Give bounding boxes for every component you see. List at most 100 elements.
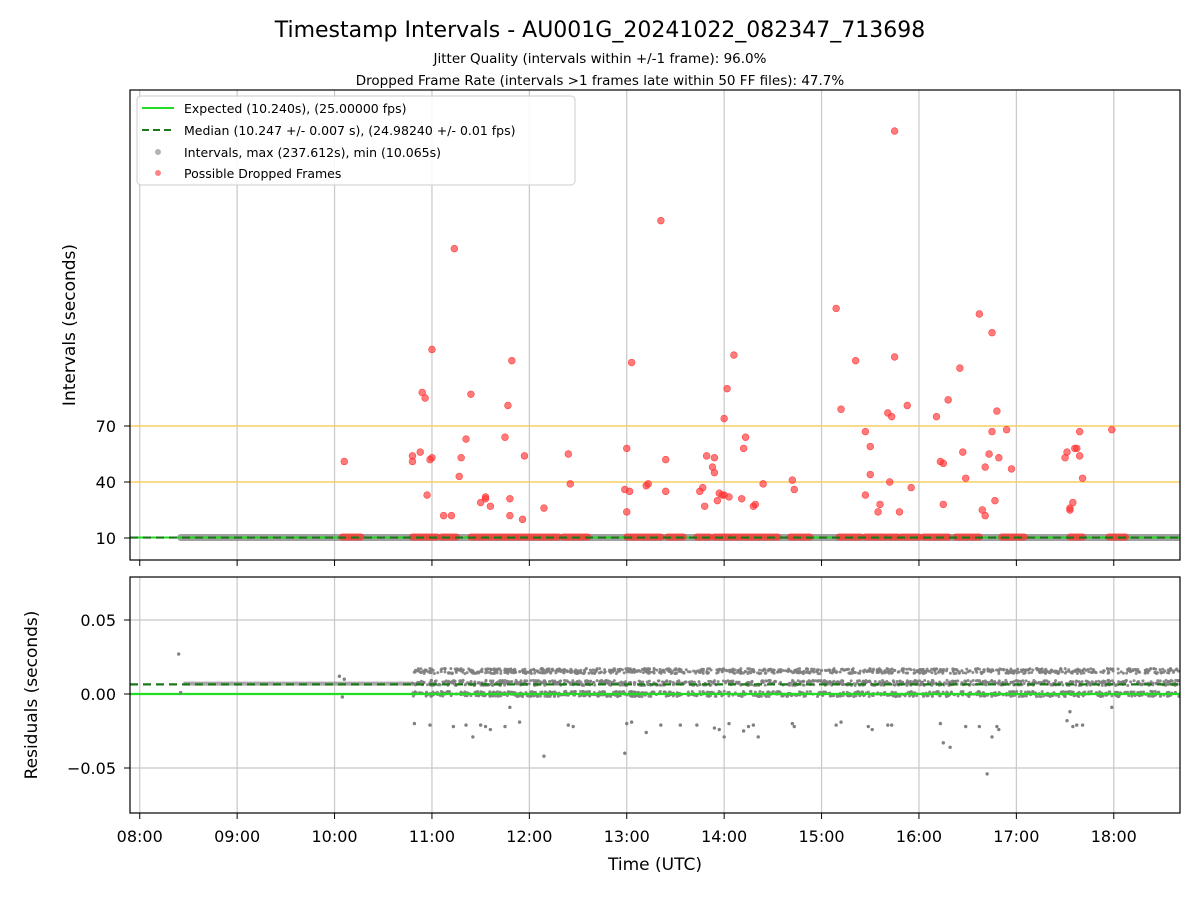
residual-point <box>646 683 650 687</box>
residual-point <box>833 669 837 673</box>
residual-point <box>589 679 593 683</box>
residual-point <box>1006 670 1010 674</box>
residual-point <box>717 668 721 672</box>
residual-point <box>795 671 799 675</box>
residual-point <box>632 668 636 672</box>
residual-point <box>868 669 872 673</box>
residual-point <box>998 667 1002 671</box>
residual-point <box>590 671 594 675</box>
residual-outlier-point <box>629 720 634 724</box>
residual-point <box>480 667 484 671</box>
residual-point <box>828 680 832 684</box>
residual-point <box>1094 671 1098 675</box>
residual-point <box>461 670 465 674</box>
dropped-frame-point <box>739 444 748 453</box>
residual-point <box>434 679 438 683</box>
dropped-frame-point <box>481 493 490 501</box>
dropped-frame-point <box>861 427 870 436</box>
dropped-frame-point <box>790 485 798 494</box>
residual-point <box>599 670 603 674</box>
residual-point <box>808 680 812 684</box>
x-tick-label: 18:00 <box>1091 827 1137 846</box>
residual-point <box>506 671 510 675</box>
residual-point <box>733 671 737 675</box>
residuals-plot <box>130 652 1180 776</box>
residual-point <box>997 669 1001 673</box>
residual-outlier-point <box>746 724 751 729</box>
residual-point <box>713 694 717 698</box>
residual-point <box>740 670 744 674</box>
residual-point <box>514 678 518 682</box>
residual-point <box>849 679 853 683</box>
residual-point <box>1151 694 1155 698</box>
residual-point <box>727 694 731 698</box>
residual-point <box>709 679 713 683</box>
dropped-frame-point <box>421 394 429 402</box>
bottom-y-tick-label: −0.05 <box>67 759 116 778</box>
residual-point <box>831 668 835 672</box>
residual-point <box>1015 671 1019 675</box>
residual-point <box>480 670 484 674</box>
residual-point <box>853 671 857 675</box>
residual-point <box>867 694 871 698</box>
residual-point <box>1012 680 1016 684</box>
residual-point <box>511 668 515 672</box>
residual-point <box>485 667 489 671</box>
residual-point <box>906 671 910 675</box>
residual-point <box>1063 694 1067 698</box>
residual-point <box>1090 670 1094 674</box>
residual-point <box>991 668 995 672</box>
x-tick-label: 15:00 <box>799 827 845 846</box>
residual-point <box>587 671 591 675</box>
residual-point <box>1158 679 1162 683</box>
residual-point <box>725 669 729 673</box>
residual-point <box>1090 680 1094 684</box>
residual-point <box>802 683 806 687</box>
residual-point <box>443 667 447 671</box>
residual-point <box>971 670 975 674</box>
intervals-axes-frame <box>129 89 1181 561</box>
residual-point <box>777 668 781 672</box>
dropped-frame-point <box>564 450 573 458</box>
residual-point <box>430 667 434 671</box>
residual-point <box>1125 671 1129 675</box>
residual-outlier-point <box>985 772 989 776</box>
residual-point <box>617 669 621 673</box>
residual-point <box>436 671 440 675</box>
residual-point <box>637 694 641 698</box>
residual-point <box>1131 669 1135 673</box>
dropped-frame-point <box>886 478 894 486</box>
dropped-frame-point <box>985 450 993 458</box>
residual-point <box>838 670 842 674</box>
intervals-plot <box>130 127 1180 542</box>
residual-outlier-point <box>866 724 871 729</box>
residual-point <box>805 690 809 694</box>
residual-point <box>813 679 817 683</box>
residual-point <box>819 669 823 673</box>
residual-point <box>946 694 950 698</box>
dropped-frame-point <box>975 310 984 318</box>
residual-point <box>1119 670 1123 674</box>
residual-point <box>1041 670 1045 674</box>
residual-point <box>539 680 543 684</box>
residual-outlier-point <box>483 724 488 729</box>
residual-point <box>425 683 429 687</box>
residual-point <box>980 672 984 676</box>
residual-point <box>878 668 882 672</box>
residual-point <box>739 667 743 671</box>
residual-point <box>995 668 999 672</box>
dropped-frame-point <box>476 498 485 507</box>
residual-point <box>791 671 795 675</box>
residual-outlier-point <box>428 723 432 727</box>
residual-outlier-point <box>412 721 417 726</box>
residual-outlier-point <box>488 727 493 732</box>
residual-point <box>504 681 508 685</box>
dropped-frame-point <box>702 452 711 460</box>
residual-point <box>828 668 832 672</box>
residual-point <box>559 679 563 683</box>
dropped-frame-point <box>788 476 797 484</box>
residual-point <box>1019 690 1023 694</box>
residual-point <box>1140 683 1144 687</box>
residual-point <box>896 670 900 674</box>
residual-point <box>529 690 533 694</box>
